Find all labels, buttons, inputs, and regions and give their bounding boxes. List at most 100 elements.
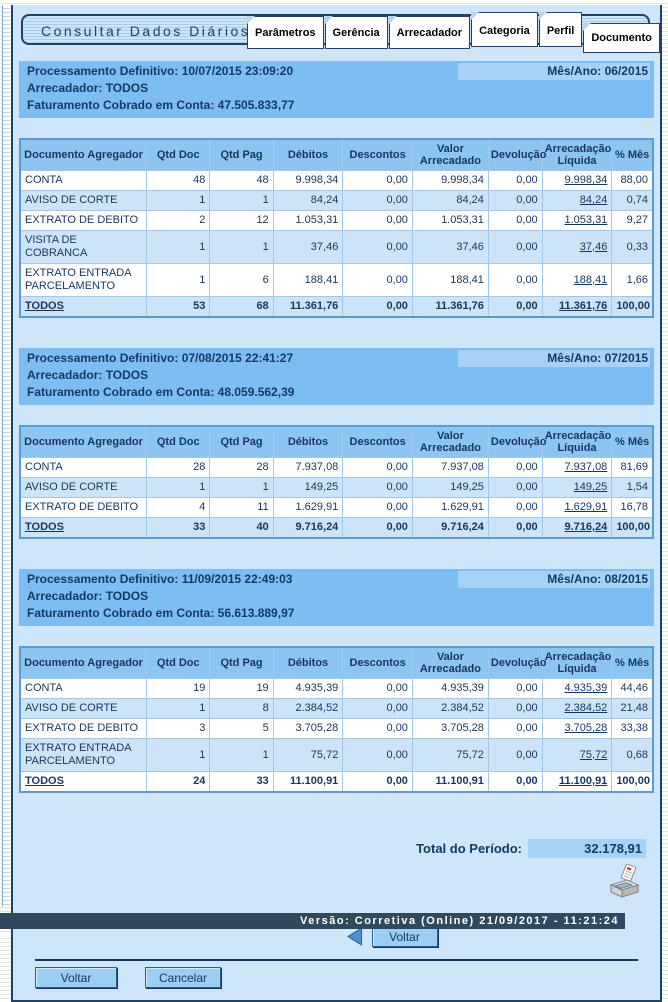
voltar-arrow-button[interactable]: Voltar (371, 926, 438, 947)
column-header: Documento Agregador (19, 425, 148, 458)
tab-parametros[interactable]: Parâmetros (247, 16, 324, 49)
cell-debitos: 2.384,52 (272, 698, 344, 719)
cell-pct_mes: 0,33 (611, 230, 654, 264)
cell-qtd_doc: 1 (146, 738, 211, 772)
cell-arrecadacao_liquida[interactable]: 84,24 (541, 190, 613, 211)
cell-devolucao: 0,00 (487, 263, 543, 297)
cell-descontos: 0,00 (342, 718, 413, 739)
cell-arrecadacao_liquida[interactable]: 149,25 (541, 477, 613, 498)
tab-perfil[interactable]: Perfil (538, 12, 583, 47)
table-row: EXTRATO DE DEBITO 4 11 1.629,91 0,00 1.629,91… (19, 497, 654, 518)
table-row: CONTA 48 48 9.998,34 0,00 9.998,34 0,00 9.998,3… (19, 170, 654, 191)
cell-arrecadacao_liquida[interactable]: 4.935,39 (541, 678, 613, 699)
cell-qtd_doc: 3 (146, 718, 211, 739)
version-text: Versão: Corretiva (Online) 21/09/2017 - … (299, 915, 619, 927)
cell-qtd_doc: 19 (146, 678, 211, 699)
cell-doc[interactable]: TODOS (19, 517, 148, 539)
table-row: AVISO DE CORTE 1 1 84,24 0,00 84,24 0,00 84,24 0… (19, 190, 654, 211)
total-period-label: Total do Período: (416, 841, 522, 856)
tab-documento[interactable]: Documento (583, 23, 660, 53)
cell-qtd_doc: 28 (146, 457, 211, 478)
column-header: Arrecadação Líquida (541, 138, 613, 171)
cell-qtd_pag: 1 (209, 738, 274, 772)
cell-doc: EXTRATO DE DEBITO (19, 210, 148, 231)
cell-pct_mes: 0,68 (611, 738, 654, 772)
month-info-bar: Mês/Ano: 06/2015 Processamento Definitiv… (19, 61, 654, 118)
cell-arrecadacao_liquida[interactable]: 9.998,34 (541, 170, 613, 191)
mes-ano-value: Mês/Ano: 08/2015 (458, 571, 650, 588)
cancelar-button[interactable]: Cancelar (145, 967, 221, 988)
cell-valor_arrecadado: 37,46 (411, 230, 489, 264)
arrecadador-line: Arrecadador: TODOS (27, 368, 149, 382)
total-period-line: Total do Período: 32.178,91 (17, 839, 656, 858)
cell-descontos: 0,00 (342, 738, 413, 772)
cell-arrecadacao_liquida[interactable]: 9.716,24 (541, 517, 613, 539)
cell-debitos: 188,41 (272, 263, 344, 297)
cell-descontos: 0,00 (342, 698, 413, 719)
column-header: Devolução (487, 138, 547, 171)
table-header-row: Documento Agregador Qtd Doc Qtd Pag Débitos… (19, 138, 654, 171)
cell-debitos: 7.937,08 (272, 457, 344, 478)
divider-line (35, 959, 638, 961)
column-header: Valor Arrecadado (411, 646, 489, 679)
column-header: Débitos (272, 646, 344, 679)
cell-devolucao: 0,00 (487, 698, 543, 719)
voltar-button[interactable]: Voltar (35, 967, 117, 988)
cell-arrecadacao_liquida[interactable]: 188,41 (541, 263, 613, 297)
cell-debitos: 11.361,76 (272, 296, 344, 318)
tab-gerencia[interactable]: Gerência (324, 16, 388, 49)
cell-valor_arrecadado: 11.100,91 (411, 771, 489, 793)
cell-devolucao: 0,00 (487, 457, 543, 478)
table-row: TODOS 33 40 9.716,24 0,00 9.716,24 0,00 9.716,2… (19, 517, 654, 539)
cell-arrecadacao_liquida[interactable]: 2.384,52 (541, 698, 613, 719)
cell-doc: EXTRATO ENTRADA PARCELAMENTO (19, 738, 148, 772)
cell-valor_arrecadado: 7.937,08 (411, 457, 489, 478)
page-title: Consultar Dados Diários (41, 23, 251, 39)
cell-valor_arrecadado: 75,72 (411, 738, 489, 772)
cell-arrecadacao_liquida[interactable]: 11.100,91 (541, 771, 613, 793)
table-header-row: Documento Agregador Qtd Doc Qtd Pag Débitos… (19, 425, 654, 458)
cell-arrecadacao_liquida[interactable]: 1.053,31 (541, 210, 613, 231)
cell-doc: AVISO DE CORTE (19, 477, 148, 498)
cell-valor_arrecadado: 188,41 (411, 263, 489, 297)
documentos-table: Documento Agregador Qtd Doc Qtd Pag Débitos… (19, 425, 654, 539)
tab-arrecadador[interactable]: Arrecadador (388, 16, 471, 49)
cell-debitos: 4.935,39 (272, 678, 344, 699)
table-header-row: Documento Agregador Qtd Doc Qtd Pag Débitos… (19, 646, 654, 679)
cell-arrecadacao_liquida[interactable]: 7.937,08 (541, 457, 613, 478)
cell-valor_arrecadado: 11.361,76 (411, 296, 489, 318)
column-header: Descontos (342, 425, 413, 458)
tab-categoria[interactable]: Categoria (471, 12, 538, 47)
cell-descontos: 0,00 (342, 771, 413, 793)
cell-qtd_doc: 1 (146, 698, 211, 719)
cell-arrecadacao_liquida[interactable]: 1.629,91 (541, 497, 613, 518)
cell-arrecadacao_liquida[interactable]: 75,72 (541, 738, 613, 772)
cell-qtd_doc: 2 (146, 210, 211, 231)
cell-devolucao: 0,00 (487, 497, 543, 518)
cell-qtd_doc: 1 (146, 263, 211, 297)
total-period-value: 32.178,91 (528, 839, 646, 858)
column-header: % Mês (611, 138, 654, 171)
cell-devolucao: 0,00 (487, 718, 543, 739)
cell-arrecadacao_liquida[interactable]: 37,46 (541, 230, 613, 264)
cell-devolucao: 0,00 (487, 170, 543, 191)
cell-qtd_doc: 53 (146, 296, 211, 318)
cell-devolucao: 0,00 (487, 296, 543, 318)
cell-doc[interactable]: TODOS (19, 296, 148, 318)
faturamento-line: Faturamento Cobrado em Conta: 47.505.833… (27, 98, 295, 112)
column-header: Qtd Pag (209, 425, 274, 458)
printer-icon[interactable] (606, 864, 642, 900)
cell-doc[interactable]: TODOS (19, 771, 148, 793)
column-header: Descontos (342, 138, 413, 171)
cell-pct_mes: 81,69 (611, 457, 654, 478)
cell-arrecadacao_liquida[interactable]: 3.705,28 (541, 718, 613, 739)
cell-arrecadacao_liquida[interactable]: 11.361,76 (541, 296, 613, 318)
column-header: Documento Agregador (19, 646, 148, 679)
cell-descontos: 0,00 (342, 477, 413, 498)
cell-doc: EXTRATO DE DEBITO (19, 497, 148, 518)
cell-devolucao: 0,00 (487, 771, 543, 793)
cell-qtd_pag: 12 (209, 210, 274, 231)
faturamento-line: Faturamento Cobrado em Conta: 48.059.562… (27, 385, 295, 399)
column-header: Documento Agregador (19, 138, 148, 171)
version-status-bar: Versão: Corretiva (Online) 21/09/2017 - … (0, 913, 625, 929)
